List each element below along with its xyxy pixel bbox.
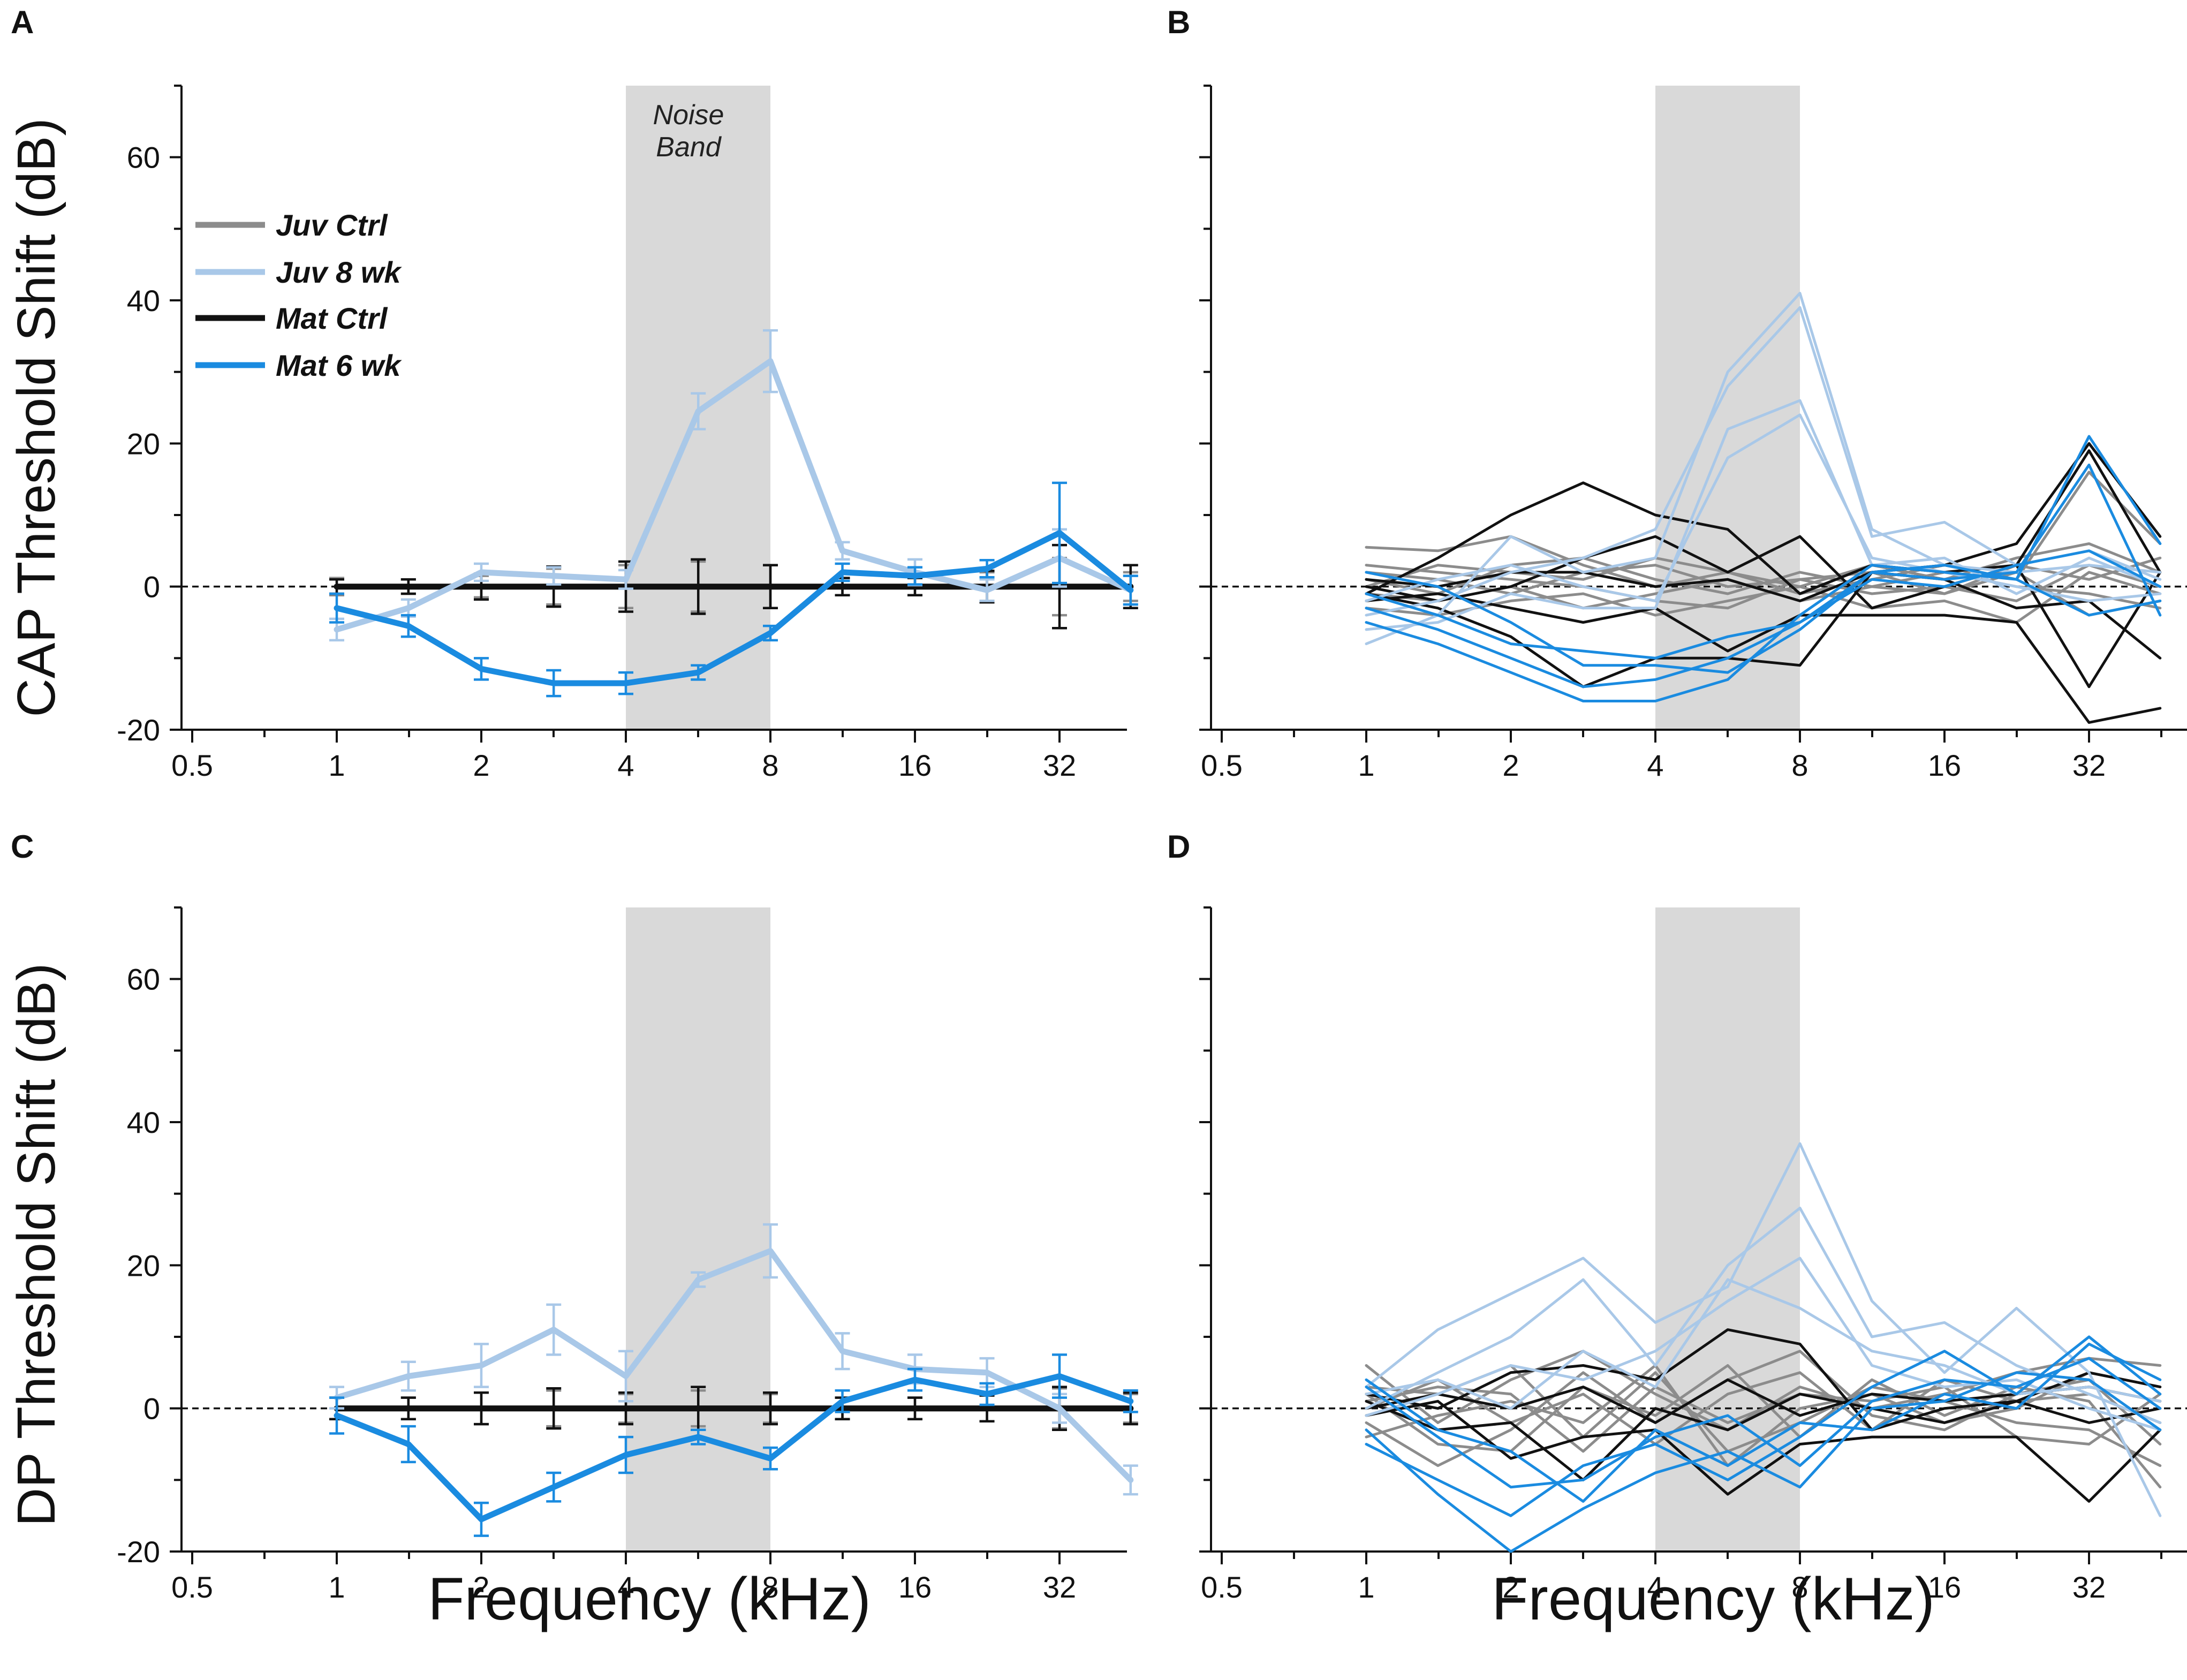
panel-letter-b: B — [1167, 4, 1190, 40]
x-tick-label: 16 — [1928, 748, 1961, 782]
noise-band-d — [1655, 907, 1800, 1552]
series-mat-6-wk-line — [1365, 549, 2162, 660]
x-tick-label: 16 — [898, 748, 932, 782]
x-tick-label: 8 — [1791, 748, 1808, 782]
legend-label-mat-ctrl: Mat Ctrl — [276, 301, 388, 335]
y-axis-title-a: CAP Threshold Shift (dB) — [6, 118, 66, 717]
legend-label-juv-8wk: Juv 8 wk — [276, 255, 402, 289]
legend-label-juv-ctrl: Juv Ctrl — [276, 208, 388, 242]
x-tick-label: 2 — [473, 1570, 489, 1604]
x-tick-label: 32 — [1043, 748, 1076, 782]
series-juv-ctrl-line — [1365, 556, 2162, 617]
y-tick-label: 20 — [127, 427, 160, 460]
x-tick-label: 1 — [328, 748, 345, 782]
x-tick-label: 16 — [1928, 1570, 1961, 1604]
panel-c: C DP Threshold Shift (dB) -20 0 20 40 60 0.5 1… — [6, 829, 1138, 1632]
chart-b: 0.5 1 2 4 8 16 32 — [1199, 85, 2187, 782]
x-tick-label: 4 — [617, 748, 634, 782]
y-tick-label: 40 — [127, 1106, 160, 1139]
x-tick-label: 4 — [617, 1570, 634, 1604]
series-mat-6-wk-line — [1365, 1357, 2162, 1489]
noise-band-label-line-1: Noise — [653, 100, 724, 131]
x-tick-label: 1 — [328, 1570, 345, 1604]
x-tick-label: 2 — [473, 748, 489, 782]
chart-c: -20 0 20 40 60 0.5 1 2 4 8 16 32 — [117, 906, 1138, 1604]
noise-band-label-line-2: Band — [656, 132, 722, 163]
series-juv-ctrl-line — [1365, 1386, 2162, 1453]
x-tick-label: 32 — [1043, 1570, 1076, 1604]
series-juv-8-wk-line — [1365, 1206, 2162, 1424]
chart-a: -20 0 20 40 60 0.5 1 2 4 8 16 32 — [117, 85, 1138, 782]
panel-letter-d: D — [1167, 829, 1190, 865]
panel-d: D 0.5 1 2 4 8 16 32 Frequency (kHz) — [1167, 829, 2187, 1632]
panel-letter-a: A — [11, 4, 34, 40]
series-mat-6-wk-line — [1365, 1335, 2162, 1517]
y-tick-label: 40 — [127, 284, 160, 317]
y-tick-label: 0 — [143, 570, 160, 604]
x-tick-label: 0.5 — [171, 1570, 213, 1604]
y-tick-label: -20 — [117, 1535, 160, 1569]
x-tick-label: 8 — [762, 1570, 778, 1604]
series-mat-ctrl-line — [1365, 571, 2162, 688]
panel-letter-c: C — [11, 829, 34, 865]
x-tick-label: 16 — [898, 1570, 932, 1604]
x-tick-label: 2 — [1502, 748, 1519, 782]
x-tick-label: 8 — [1791, 1570, 1808, 1604]
series-juv-8-wk-line — [1365, 413, 2162, 602]
series-mat-ctrl-line — [1365, 442, 2162, 602]
x-tick-label: 1 — [1358, 1570, 1374, 1604]
panel-a: A CAP Threshold Shift (dB) -20 0 20 40 60 0.5… — [6, 4, 1138, 782]
series-mat-6-wk-line — [1365, 463, 2162, 688]
series-mat-6-wk-line — [1365, 1371, 2162, 1553]
series-mat-6-wk-line — [334, 1373, 1134, 1523]
x-tick-label: 4 — [1647, 1570, 1663, 1604]
x-axis-title-d: Frequency (kHz) — [1492, 1565, 1935, 1632]
series-mat-ctrl-line — [1365, 1393, 2162, 1481]
x-tick-label: 1 — [1358, 748, 1374, 782]
series-juv-8-wk-line — [334, 358, 1134, 633]
series-mat-6-wk-line — [334, 529, 1134, 686]
x-axis-title-c: Frequency (kHz) — [428, 1565, 871, 1632]
x-tick-label: 0.5 — [1201, 748, 1243, 782]
series-mat-ctrl-line — [1365, 592, 2162, 724]
chart-d: 0.5 1 2 4 8 16 32 — [1199, 906, 2187, 1604]
series-mat-6-wk-line — [1365, 1342, 2162, 1503]
y-axis-title-c: DP Threshold Shift (dB) — [6, 963, 66, 1526]
series-juv-ctrl-line — [1365, 1371, 2162, 1446]
series-juv-8-wk-line — [1365, 1278, 2162, 1410]
x-tick-label: 0.5 — [171, 748, 213, 782]
x-tick-label: 8 — [762, 748, 778, 782]
x-tick-label: 2 — [1502, 1570, 1519, 1604]
series-juv-8-wk-line — [334, 1248, 1134, 1483]
series-juv-8-wk-line — [1365, 292, 2162, 646]
series-juv-8-wk-line — [1365, 1142, 2162, 1517]
series-mat-ctrl-line — [1365, 449, 2162, 595]
y-tick-label: -20 — [117, 713, 160, 747]
legend-label-mat-6wk: Mat 6 wk — [276, 349, 402, 382]
y-tick-label: 60 — [127, 963, 160, 996]
legend: Juv Ctrl Juv 8 wk Mat Ctrl Mat 6 wk — [195, 208, 402, 382]
y-tick-label: 60 — [127, 141, 160, 175]
series-mat-6-wk-line — [1365, 564, 2162, 674]
y-tick-label: 20 — [127, 1248, 160, 1282]
x-tick-label: 4 — [1647, 748, 1663, 782]
y-tick-label: 0 — [143, 1392, 160, 1426]
x-tick-label: 32 — [2072, 1570, 2106, 1604]
series-juv-ctrl-line — [1365, 571, 2162, 624]
x-tick-label: 32 — [2072, 748, 2106, 782]
panel-b: B 0.5 1 2 4 8 16 32 — [1167, 4, 2187, 782]
x-tick-label: 0.5 — [1201, 1570, 1243, 1604]
